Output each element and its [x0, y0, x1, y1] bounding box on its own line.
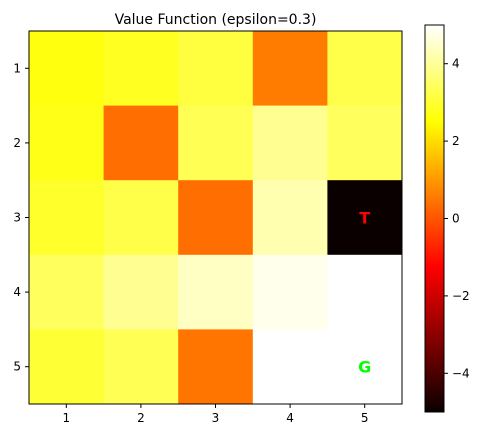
x-tick-label: 1: [62, 411, 70, 425]
cell-label: G: [358, 358, 371, 377]
x-tick-label: 3: [212, 411, 220, 425]
colorbar-tick-label: 0: [452, 212, 460, 226]
y-tick-label: 2: [13, 136, 21, 150]
heatmap-cell: [178, 180, 254, 256]
x-tick-label: 2: [137, 411, 145, 425]
colorbar-tick-label: −4: [452, 366, 470, 380]
x-tick-label: 5: [361, 411, 369, 425]
heatmap-cells: [29, 31, 403, 405]
heatmap-cell: [103, 180, 179, 256]
heatmap-cell: [103, 105, 179, 181]
heatmap-cell: [178, 329, 254, 405]
heatmap-cell: [327, 329, 403, 405]
x-tick-label: 4: [286, 411, 294, 425]
heatmap-cell: [327, 254, 403, 330]
heatmap-cell: [178, 31, 254, 107]
y-axis-ticks: 1 2 3 4 5: [13, 61, 29, 374]
heatmap-cell: [252, 329, 328, 405]
colorbar: [424, 24, 445, 413]
heatmap-cell: [327, 180, 403, 256]
y-tick-label: 4: [13, 285, 21, 299]
heatmap-cell: [29, 105, 105, 181]
y-tick-label: 5: [13, 360, 21, 374]
colorbar-tick-label: 2: [452, 134, 460, 148]
heatmap-cell: [29, 31, 105, 107]
cell-label: T: [359, 209, 370, 228]
heatmap-cell: [178, 254, 254, 330]
heatmap-cell: [29, 329, 105, 405]
colorbar-tick-label: −2: [452, 289, 470, 303]
heatmap-cell: [252, 254, 328, 330]
cell-labels: TG: [358, 209, 371, 377]
heatmap-cell: [103, 329, 179, 405]
x-axis-ticks: 1 2 3 4 5: [62, 404, 369, 425]
chart-title: Value Function (epsilon=0.3): [115, 12, 317, 28]
heatmap-cell: [29, 254, 105, 330]
heatmap-cell: [252, 105, 328, 181]
y-tick-label: 1: [13, 61, 21, 75]
heatmap-cell: [327, 31, 403, 107]
heatmap-cell: [252, 180, 328, 256]
heatmap-cell: [103, 31, 179, 107]
y-tick-label: 3: [13, 211, 21, 225]
heatmap-cell: [178, 105, 254, 181]
colorbar-tick-label: 4: [452, 57, 460, 71]
colorbar-ticks: −4 −2 0 2 4: [444, 57, 470, 380]
heatmap-cell: [29, 180, 105, 256]
heatmap-cell: [252, 31, 328, 107]
heatmap-cell: [103, 254, 179, 330]
heatmap-cell: [327, 105, 403, 181]
